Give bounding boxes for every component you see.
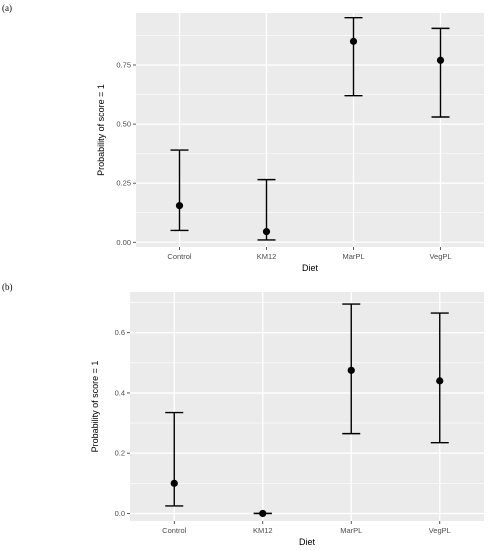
data-point bbox=[259, 509, 267, 518]
x-tick-label: Control bbox=[167, 252, 192, 261]
panel-label-b: (b) bbox=[2, 282, 13, 292]
x-tick-label: VegPL bbox=[429, 252, 451, 261]
y-tick-label: 0.50 bbox=[116, 120, 131, 129]
y-tick-label: 0.00 bbox=[116, 238, 131, 247]
error-bar bbox=[170, 149, 189, 232]
chart-panel-a: 0.00 0.25 0.50 0.75 Control KM12 MarPL VegPL Die… bbox=[96, 13, 484, 273]
data-point bbox=[436, 56, 445, 64]
y-tick-label: 0.6 bbox=[115, 328, 125, 337]
x-tick-label: KM12 bbox=[253, 526, 273, 535]
y-axis-title: Probability of score = 1 bbox=[90, 361, 100, 453]
error-bar bbox=[344, 17, 363, 97]
x-tick-label: Control bbox=[162, 526, 187, 535]
panel-label-a: (a) bbox=[2, 3, 12, 13]
data-point bbox=[170, 479, 178, 487]
error-bar bbox=[431, 27, 450, 118]
x-tick-label: VegPL bbox=[429, 526, 451, 535]
y-tick-label: 0.75 bbox=[116, 61, 131, 70]
y-tick-label: 0.4 bbox=[115, 388, 125, 397]
y-axis-title: Probability of score = 1 bbox=[96, 84, 106, 176]
error-bar bbox=[165, 411, 184, 507]
data-point bbox=[262, 228, 271, 236]
data-point bbox=[175, 202, 184, 210]
data-point bbox=[349, 37, 358, 45]
y-tick-label: 0.2 bbox=[115, 449, 125, 458]
data-point bbox=[347, 366, 355, 374]
y-tick-label: 0.25 bbox=[116, 179, 131, 188]
x-tick-label: MarPL bbox=[342, 252, 364, 261]
data-point bbox=[436, 377, 444, 385]
plot-background bbox=[136, 13, 484, 247]
chart-panel-b: 0.0 0.2 0.4 0.6 Control KM12 MarPL VegPL Diet Pro… bbox=[90, 292, 484, 547]
y-tick-label: 0.0 bbox=[115, 509, 125, 518]
x-axis-title: Diet bbox=[299, 537, 316, 547]
plot-background bbox=[130, 292, 484, 521]
x-axis-title: Diet bbox=[302, 263, 319, 273]
x-tick-label: KM12 bbox=[257, 252, 277, 261]
x-tick-label: MarPL bbox=[340, 526, 362, 535]
